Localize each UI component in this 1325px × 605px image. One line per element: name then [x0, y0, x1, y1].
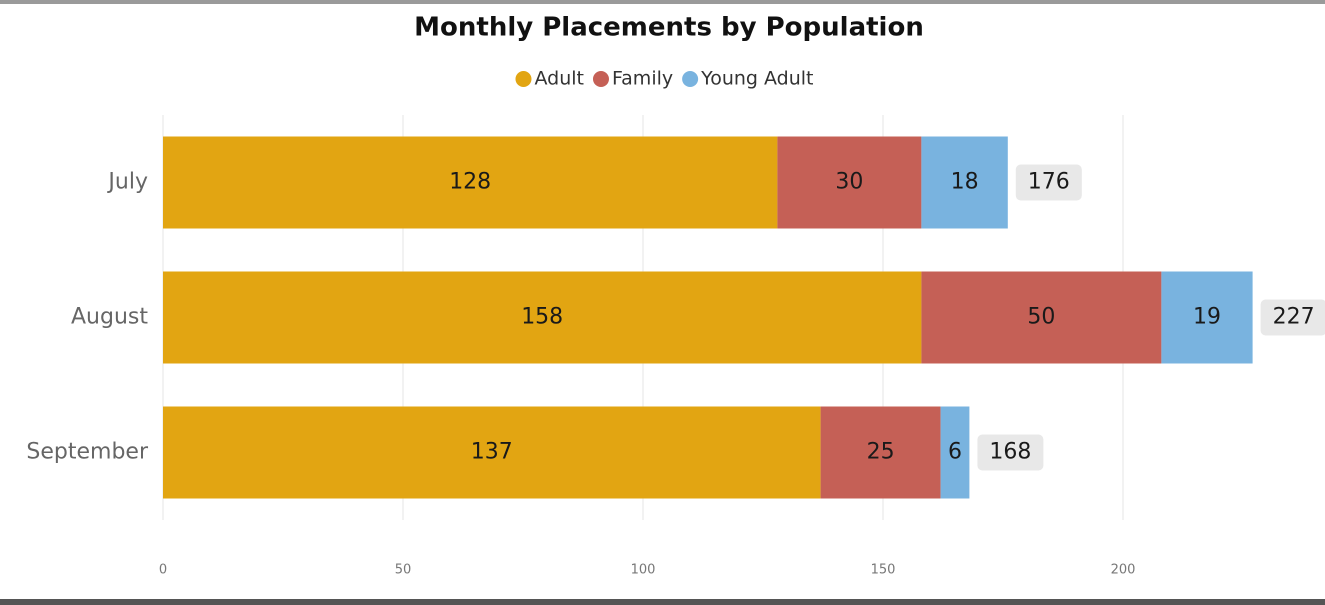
legend-label: Family [612, 68, 673, 90]
x-tick-label: 0 [159, 563, 167, 578]
data-label: 19 [1193, 305, 1221, 330]
data-label: 30 [835, 170, 863, 195]
bar-segment [1161, 271, 1253, 364]
bar-segment [163, 406, 821, 499]
category-label: September [26, 440, 149, 465]
legend-label: Young Adult [700, 68, 813, 90]
bar-segment [820, 406, 941, 499]
frame-bottom [0, 599, 1325, 605]
total-box [977, 434, 1044, 471]
chart-title: Monthly Placements by Population [414, 13, 924, 43]
data-label: 158 [521, 305, 563, 330]
total-label: 176 [1028, 170, 1070, 195]
legend-marker [592, 71, 609, 87]
bar-segment [940, 406, 970, 499]
total-label: 168 [989, 440, 1031, 465]
bar-segment [163, 271, 922, 364]
x-tick-label: 50 [395, 563, 412, 578]
data-label: 50 [1027, 305, 1055, 330]
total-label: 227 [1273, 305, 1315, 330]
bar-segment [163, 136, 778, 229]
total-box [1015, 164, 1082, 201]
x-tick-label: 200 [1111, 563, 1136, 578]
legend-marker [682, 71, 699, 87]
bar-segment [921, 271, 1162, 364]
data-label: 6 [948, 440, 962, 465]
bar-segment [777, 136, 922, 229]
data-label: 25 [867, 440, 895, 465]
bar-segment [921, 136, 1008, 229]
category-label: July [106, 170, 148, 195]
data-label: 137 [471, 440, 513, 465]
total-box [1260, 299, 1325, 336]
legend-marker [515, 71, 532, 87]
legend-label: Adult [534, 68, 584, 90]
category-label: August [71, 305, 148, 330]
x-tick-label: 150 [871, 563, 896, 578]
x-tick-label: 100 [631, 563, 656, 578]
frame-top [0, 0, 1325, 4]
data-label: 128 [449, 170, 491, 195]
data-label: 18 [951, 170, 979, 195]
